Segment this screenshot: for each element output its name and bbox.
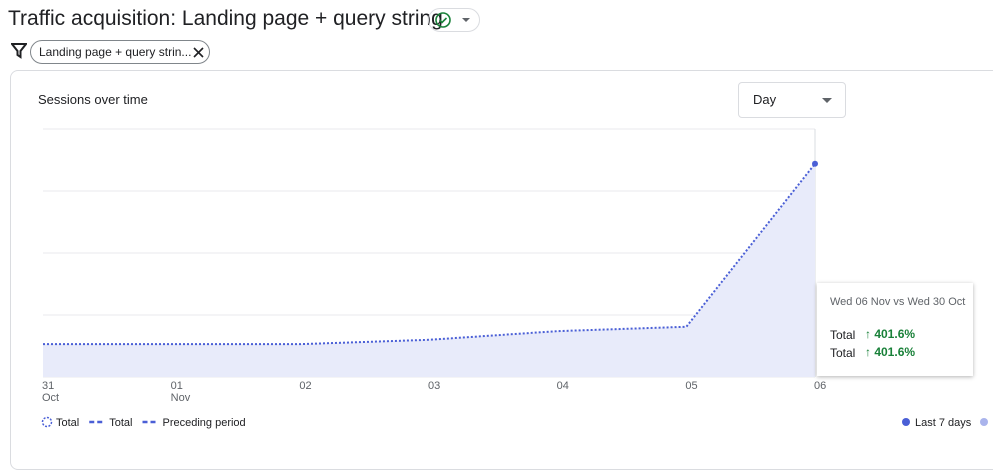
page-title: Traffic acquisition: Landing page + quer… [8, 7, 443, 30]
legend-label: Last 7 days [915, 417, 972, 429]
x-tick-label: 03 [428, 380, 440, 392]
area [43, 163, 815, 377]
tooltip-title: Wed 06 Nov vs Wed 30 Oct [830, 296, 966, 308]
filter-icon [11, 43, 27, 59]
tooltip-label: Total [830, 346, 856, 360]
chip-text: Landing page + query strin... [39, 45, 192, 59]
tooltip-label: Total [830, 328, 856, 342]
card-title: Sessions over time [38, 92, 148, 107]
tooltip-change: ↑ 401.6% [865, 345, 916, 359]
filter-chip[interactable]: Landing page + query strin... [30, 40, 210, 64]
tooltip: Wed 06 Nov vs Wed 30 Oct Total ↑ 401.6% … [817, 283, 973, 376]
x-tick-label: 04 [557, 380, 569, 392]
status-icon [435, 12, 470, 28]
x-tick-label: 31 [42, 380, 54, 392]
point [812, 160, 818, 167]
select-text: Day [753, 92, 777, 107]
x-tick-label: 01 [171, 380, 183, 392]
legend-icon [902, 418, 910, 426]
legend-icon [41, 416, 53, 428]
granularity-select[interactable]: Day [738, 82, 846, 118]
status-button[interactable] [428, 8, 480, 32]
legend-label: Total [109, 417, 132, 429]
x-tick-sublabel: Oct [42, 392, 59, 404]
x-tick-label: 05 [685, 380, 697, 392]
page: Traffic acquisition: Landing page + quer… [8, 7, 993, 470]
legend-label: Total [56, 417, 79, 429]
legend-icon [980, 418, 988, 426]
x-tick-label: 06 [814, 380, 826, 392]
chip-close[interactable] [193, 47, 204, 58]
x-tick-sublabel: Nov [171, 392, 191, 404]
tooltip-change: ↑ 401.6% [865, 327, 916, 341]
select-arrow [822, 98, 832, 103]
line [43, 163, 816, 346]
legend-label: Preceding period [163, 417, 246, 429]
x-tick-label: 02 [299, 380, 311, 392]
